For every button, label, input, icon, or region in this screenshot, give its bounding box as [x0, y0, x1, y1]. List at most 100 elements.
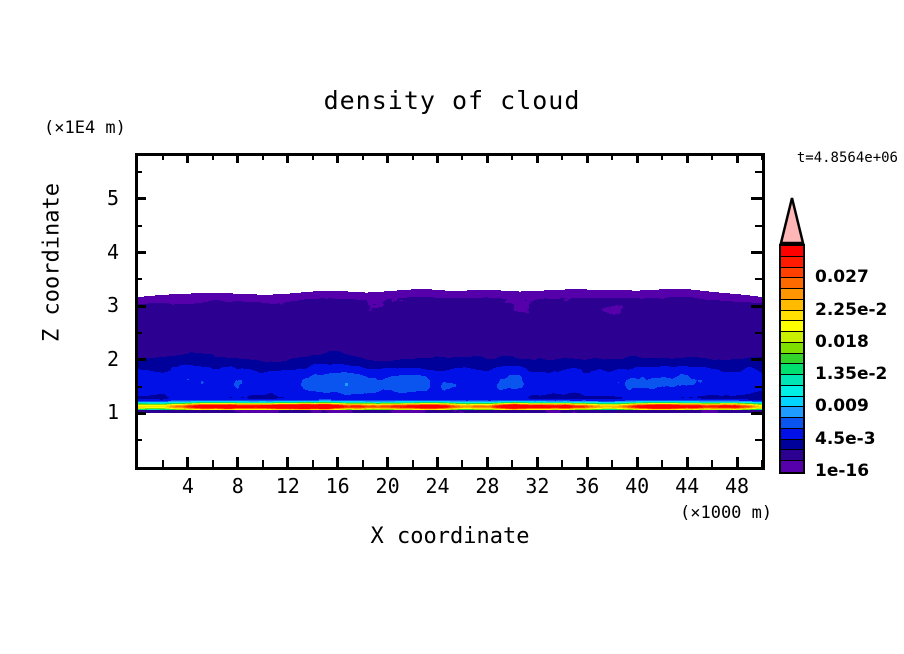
x-tick-top-major: [186, 153, 190, 163]
x-tick-top-major: [635, 153, 639, 163]
colorbar-tick-label: 2.25e-2: [815, 299, 888, 320]
colorbar-band: [781, 450, 803, 461]
x-axis-title: X coordinate: [370, 524, 530, 549]
x-tick-top-minor: [711, 153, 714, 160]
y-tick-right-major: [751, 304, 762, 308]
x-tick-minor: [461, 460, 464, 467]
colorbar-band: [781, 439, 803, 451]
colorbar-band: [781, 396, 803, 408]
x-tick-minor: [661, 460, 664, 467]
x-tick-minor: [211, 460, 214, 467]
y-tick-label: 5: [106, 185, 119, 210]
x-tick-major: [186, 457, 190, 467]
colorbar-band: [781, 353, 803, 365]
y-tick-label: 2: [106, 346, 119, 371]
colorbar-band: [781, 364, 803, 375]
colorbar-band: [781, 342, 803, 354]
x-tick-minor: [511, 460, 514, 467]
x-tick-top-minor: [561, 153, 564, 160]
colorbar-band: [781, 407, 803, 418]
x-tick-label: 8: [231, 474, 244, 498]
y-tick-right-major: [751, 358, 762, 362]
colorbar-band: [781, 256, 803, 268]
x-tick-label: 40: [625, 474, 650, 498]
x-tick-top-minor: [411, 153, 414, 160]
y-tick-right-minor: [755, 385, 762, 388]
x-tick-top-major: [386, 153, 390, 163]
x-tick-major: [585, 457, 589, 467]
colorbar-band: [781, 385, 803, 397]
colorbar-tick-label: 4.5e-3: [815, 428, 876, 449]
x-tick-label: 28: [475, 474, 500, 498]
y-tick-major: [135, 358, 146, 362]
x-tick-top-major: [735, 153, 739, 163]
contour-plot-area: [135, 153, 765, 470]
y-tick-right-major: [751, 197, 762, 201]
y-tick-major: [135, 251, 146, 255]
y-axis-units-label: (×1E4 m): [44, 118, 126, 138]
contour-field-canvas: [138, 156, 762, 467]
y-tick-major: [135, 304, 146, 308]
colorbar-tick-label: 0.018: [815, 331, 869, 352]
x-tick-label: 48: [724, 474, 750, 498]
x-tick-label: 44: [675, 474, 700, 498]
x-tick-label: 20: [375, 474, 400, 498]
y-tick-major: [135, 197, 146, 201]
colorbar-band: [781, 246, 803, 257]
y-tick-label: 1: [106, 400, 119, 425]
y-tick-right-minor: [755, 439, 762, 442]
y-tick-minor: [135, 385, 142, 388]
x-tick-minor: [761, 460, 763, 467]
x-tick-major: [635, 457, 639, 467]
x-tick-major: [485, 457, 489, 467]
colorbar-tick-label: 0.027: [815, 267, 869, 288]
colorbar-tick-label: 1e-16: [815, 461, 870, 481]
x-tick-minor: [711, 460, 714, 467]
x-tick-top-minor: [261, 153, 264, 160]
x-tick-top-minor: [661, 153, 664, 160]
y-tick-major: [135, 411, 146, 415]
y-tick-right-minor: [755, 171, 762, 174]
colorbar-band: [781, 267, 803, 279]
y-tick-right-major: [751, 251, 762, 255]
x-tick-top-minor: [361, 153, 364, 160]
x-tick-top-major: [585, 153, 589, 163]
x-tick-top-minor: [761, 153, 763, 160]
y-tick-label: 3: [106, 293, 119, 318]
x-tick-top-minor: [461, 153, 464, 160]
x-tick-label: 32: [525, 474, 550, 498]
x-tick-minor: [411, 460, 414, 467]
x-tick-top-major: [286, 153, 290, 163]
y-axis-title: Z coordinate: [39, 183, 65, 342]
colorbar-band: [781, 461, 803, 472]
colorbar-band: [781, 321, 803, 332]
x-tick-minor: [161, 460, 164, 467]
x-tick-top-major: [535, 153, 539, 163]
colorbar-band: [781, 278, 803, 289]
x-tick-label: 16: [325, 474, 350, 498]
colorbar-band: [781, 418, 803, 429]
x-tick-major: [286, 457, 290, 467]
x-tick-major: [535, 457, 539, 467]
x-tick-label: 36: [575, 474, 600, 498]
colorbar-band-stack[interactable]: [779, 244, 805, 474]
x-tick-top-major: [236, 153, 240, 163]
x-tick-label: 12: [275, 474, 300, 498]
x-tick-top-major: [485, 153, 489, 163]
y-tick-right-minor: [755, 331, 762, 334]
y-tick-label: 4: [106, 239, 119, 264]
y-tick-right-minor: [755, 224, 762, 227]
x-tick-minor: [261, 460, 264, 467]
x-tick-top-minor: [211, 153, 214, 160]
colorbar-band: [781, 299, 803, 311]
colorbar-tick-label: 0.009: [815, 396, 869, 417]
time-annotation: t=4.8564e+06: [796, 150, 898, 166]
x-tick-major: [685, 457, 689, 467]
x-tick-top-major: [436, 153, 440, 163]
x-tick-minor: [611, 460, 614, 467]
x-tick-major: [436, 457, 440, 467]
y-tick-minor: [135, 278, 142, 281]
x-tick-label: 24: [425, 474, 450, 498]
x-tick-minor: [311, 460, 314, 467]
x-tick-major: [386, 457, 390, 467]
